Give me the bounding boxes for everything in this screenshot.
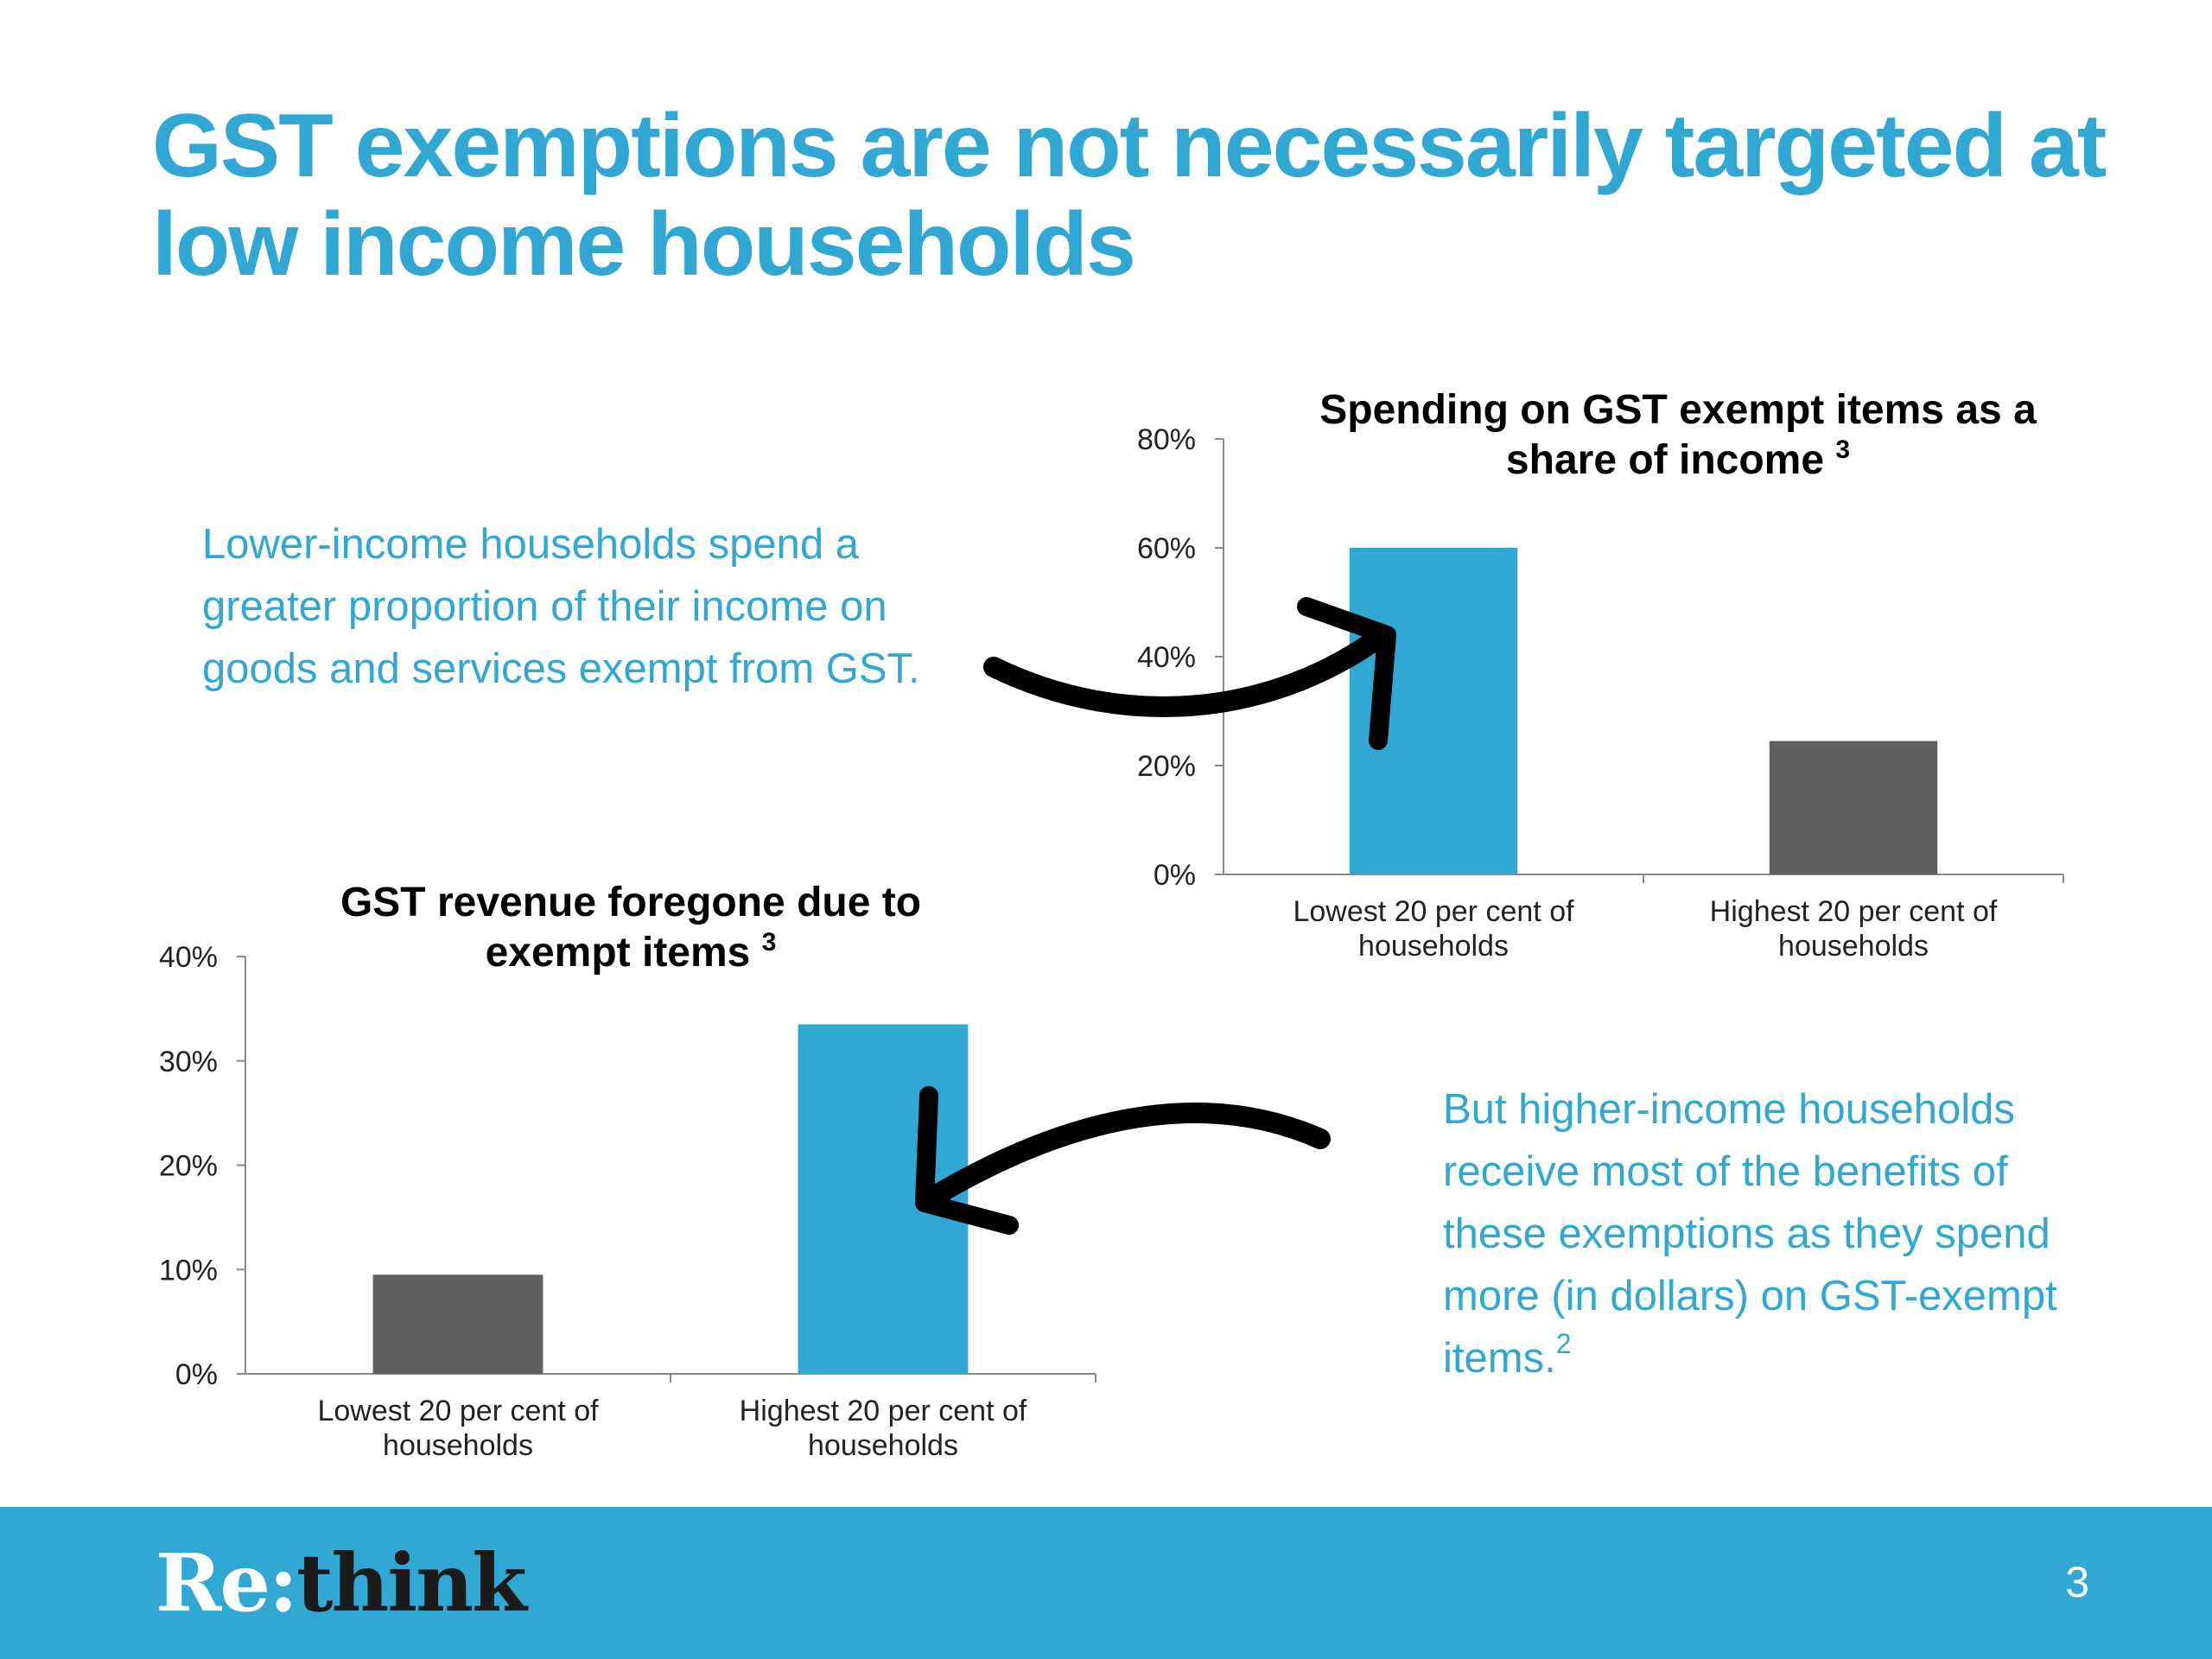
category-label-line: Lowest 20 per cent of (1293, 895, 1574, 928)
callout-higher-income-text: But higher-income households receive mos… (1443, 1086, 2057, 1382)
bar-1 (372, 1274, 543, 1374)
y-tick-label: 40% (1137, 641, 1196, 674)
charts-canvas: Spending on GST exempt items as a share o… (159, 387, 2064, 1462)
y-tick-label: 20% (159, 1150, 218, 1183)
y-tick-label: 10% (159, 1254, 218, 1287)
chart-revenue-foregone: GST revenue foregone due to exempt items … (159, 880, 1096, 1462)
footer-bar: Re:think 3 (0, 1507, 2212, 1659)
category-label-line: Lowest 20 per cent of (317, 1395, 599, 1427)
rethink-logo: Re:think (156, 1540, 527, 1626)
y-tick-label: 0% (175, 1358, 218, 1391)
chart-title: Spending on GST exempt items as a share o… (1319, 387, 2037, 483)
chart-title-line: exempt items (486, 930, 762, 976)
callout-lower-income: Lower-income households spend a greater … (202, 521, 920, 692)
y-tick-label: 40% (159, 941, 218, 974)
category-label-line: Highest 20 per cent of (1710, 895, 1998, 928)
arrow-head-top-1 (1297, 597, 1396, 750)
arrow-head-bottom-1 (915, 1086, 1019, 1235)
category-label: Lowest 20 per cent of households (1293, 895, 1574, 963)
chart-title-line: GST revenue foregone due to (340, 880, 921, 925)
chart-title: GST revenue foregone due to exempt items … (340, 880, 921, 976)
chart-spending-share: Spending on GST exempt items as a share o… (1137, 387, 2064, 963)
arrow-to-highest-bar (916, 1103, 1331, 1211)
callout-higher-income: But higher-income households receive mos… (1443, 1078, 2100, 1389)
arrow-to-lowest-bar (983, 625, 1393, 717)
category-label-line: Highest 20 per cent of (740, 1395, 1027, 1427)
category-label-line: households (383, 1429, 533, 1462)
y-tick-label: 0% (1154, 859, 1196, 892)
category-label-line: households (1358, 930, 1509, 963)
footnote-ref-2: 2 (1555, 1328, 1572, 1359)
category-label-line: households (1778, 930, 1929, 963)
annotation-arrows (915, 597, 1396, 1235)
category-label-line: households (808, 1429, 958, 1462)
logo-think: think (296, 1536, 527, 1630)
chart-title-line: Spending on GST exempt items as a (1319, 387, 2037, 433)
chart-title-line: share of income (1506, 437, 1835, 483)
y-tick-label: 20% (1137, 750, 1196, 783)
category-label: Highest 20 per cent of households (740, 1395, 1027, 1462)
chart-title-footnote: 3 (1835, 435, 1850, 464)
chart-title-footnote: 3 (762, 928, 777, 957)
page-number: 3 (2065, 1558, 2089, 1606)
slide-title: GST exemptions are not necessarily targe… (152, 96, 2107, 295)
logo-re: Re: (156, 1536, 298, 1630)
y-tick-label: 30% (159, 1046, 218, 1078)
bar-2 (1769, 741, 1938, 874)
category-label: Highest 20 per cent of households (1710, 895, 1998, 963)
category-label: Lowest 20 per cent of households (317, 1395, 599, 1462)
y-tick-label: 80% (1137, 423, 1196, 456)
y-tick-label: 60% (1137, 532, 1196, 565)
